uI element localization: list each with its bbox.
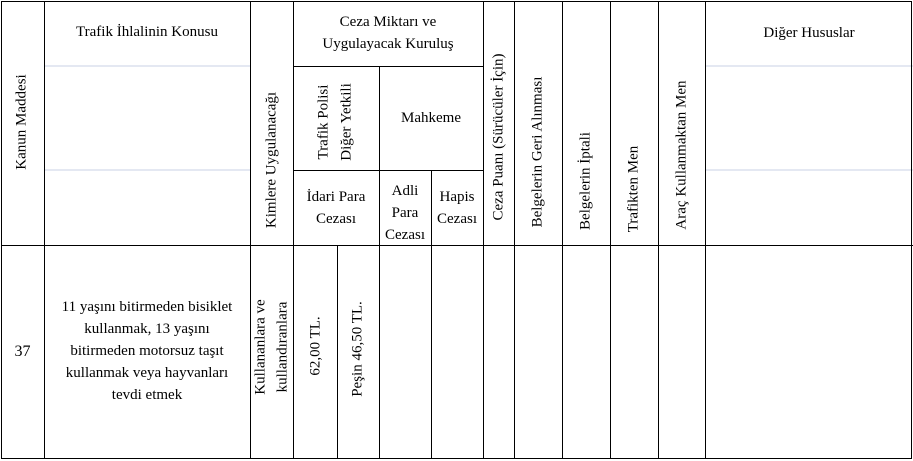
row-idari-para: 62,00 TL. bbox=[307, 316, 324, 376]
row-pesin: Peşin 46,50 TL. bbox=[349, 301, 366, 397]
row-kanun-maddesi: 37 bbox=[14, 343, 31, 360]
header-ihlal-konusu: Trafik İhlalinin Konusu bbox=[76, 24, 218, 40]
header-belge-iptali: Belgelerin İptali bbox=[577, 132, 594, 230]
header-trafik-polisi-line1: Trafik Polisi bbox=[315, 84, 332, 160]
row-kimlere-line2: kullandıranlara bbox=[274, 301, 291, 393]
row-konu-line2: kullanmak, 13 yaşını bbox=[84, 321, 210, 337]
header-trafikten-men: Trafikten Men bbox=[625, 145, 642, 233]
header-belge-geri-alinmasi: Belgelerin Geri Alınması bbox=[529, 76, 546, 228]
header-mahkeme: Mahkeme bbox=[401, 110, 461, 126]
header-ceza-miktari-line1: Ceza Miktarı ve bbox=[339, 14, 437, 30]
header-idari-line1: İdari Para bbox=[306, 189, 366, 205]
row-konu-line3: bitirmeden motorsuz taşıt bbox=[70, 343, 224, 359]
header-kanun-maddesi: Kanun Maddesi bbox=[13, 74, 30, 170]
row-konu-line1: 11 yaşını bitirmeden bisiklet bbox=[61, 299, 233, 315]
header-idari-line2: Cezası bbox=[316, 211, 356, 227]
header-adli-line2: Para bbox=[391, 205, 419, 221]
row-konu-line5: tevdi etmek bbox=[111, 387, 183, 403]
header-hapis-line2: Cezası bbox=[437, 211, 477, 227]
header-arac-kullanmaktan-men: Araç Kullanmaktan Men bbox=[673, 80, 690, 230]
header-hapis-line1: Hapis bbox=[439, 189, 475, 205]
row-konu-line4: kullanmak veya hayvanları bbox=[65, 365, 229, 381]
row-kimlere-line1: Kullananlara ve bbox=[252, 299, 269, 395]
header-kimlere-uygulanacagi: Kimlere Uygulanacağı bbox=[263, 91, 280, 229]
header-adli-line3: Cezası bbox=[385, 227, 425, 243]
header-ceza-puani: Ceza Puanı (Sürücüler İçin) bbox=[490, 53, 507, 221]
header-diger-hususlar: Diğer Hususlar bbox=[763, 25, 855, 41]
header-trafik-polisi-line2: Diğer Yetkili bbox=[338, 83, 355, 161]
header-ceza-miktari-line2: Uygulayacak Kuruluş bbox=[322, 36, 454, 52]
header-adli-line1: Adli bbox=[391, 183, 419, 199]
